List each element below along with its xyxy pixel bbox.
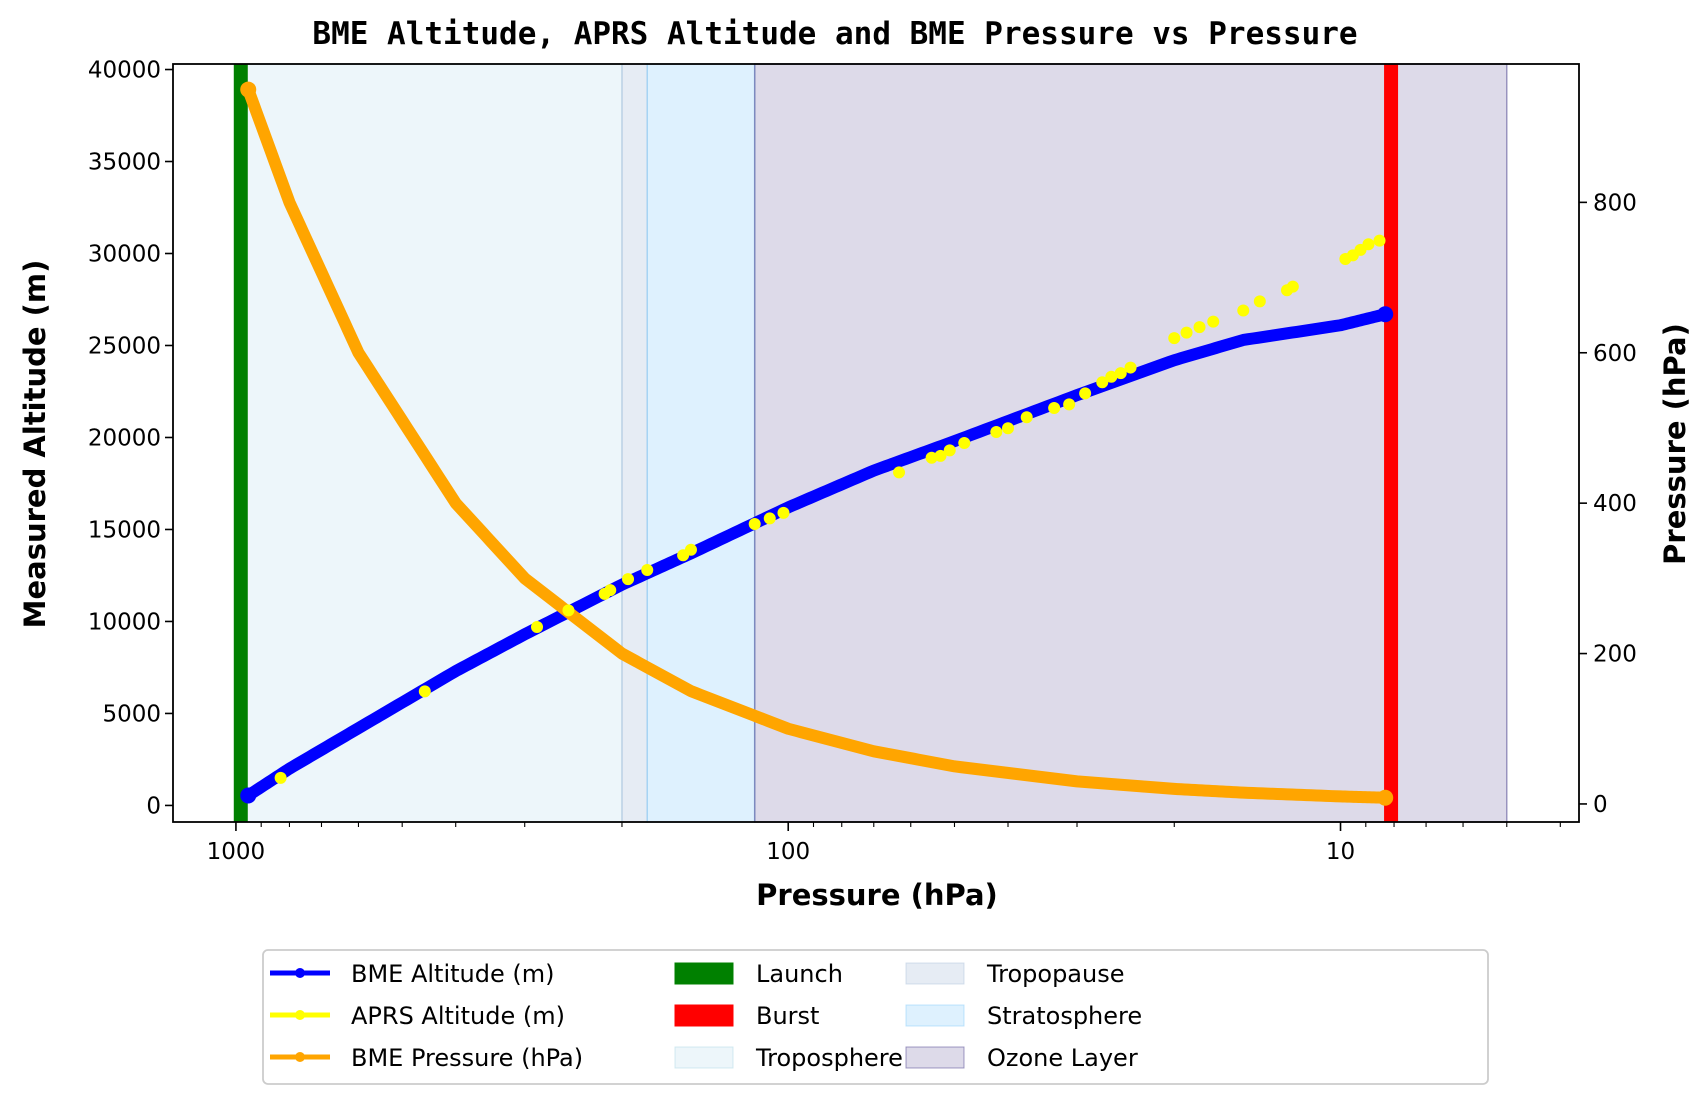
y-tick-label: 25000 xyxy=(88,333,161,359)
aprs-altitude-m-point xyxy=(1237,304,1250,317)
y2-tick-label: 800 xyxy=(1593,190,1637,216)
aprs-altitude-m-point xyxy=(1048,402,1061,415)
aprs-altitude-m-point xyxy=(1096,376,1109,389)
chart-title: BME Altitude, APRS Altitude and BME Pres… xyxy=(312,16,1357,52)
y-tick-label: 10000 xyxy=(88,609,161,635)
plot-frame xyxy=(172,63,1580,823)
bme-altitude-m-line xyxy=(242,308,1392,802)
y2-tick-label: 200 xyxy=(1593,642,1637,668)
aprs-altitude-m-point xyxy=(1020,411,1033,424)
aprs-altitude-m-point xyxy=(893,466,906,479)
aprs-altitude-m-point xyxy=(1079,387,1092,400)
aprs-altitude-m-point xyxy=(1362,238,1375,251)
y-axis-label: Measured Altitude (m) xyxy=(18,260,52,629)
aprs-altitude-m-point xyxy=(1286,280,1299,293)
legend-label-tropopause: Tropopause xyxy=(986,960,1125,988)
aprs-altitude-m-point xyxy=(934,449,947,462)
y2-tick-label: 0 xyxy=(1593,792,1608,818)
y2-axis-label: Pressure (hPa) xyxy=(1658,323,1692,565)
legend-label-bme-altitude-m: BME Altitude (m) xyxy=(351,960,554,988)
bme-altitude-m-start-point xyxy=(240,787,257,804)
legend-marker-bme-altitude-m xyxy=(295,968,305,978)
legend-label-bme-pressure-hpa: BME Pressure (hPa) xyxy=(351,1044,583,1072)
aprs-altitude-m-point xyxy=(1168,332,1181,345)
legend-swatch-stratosphere xyxy=(905,1004,965,1027)
aprs-altitude-m-point xyxy=(622,573,635,586)
y-tick-label: 35000 xyxy=(88,150,161,176)
legend-label-troposphere: Troposphere xyxy=(755,1044,903,1072)
aprs-altitude-m-point xyxy=(1063,398,1076,411)
legend-swatch-launch xyxy=(674,962,734,985)
y-tick-label: 5000 xyxy=(102,701,161,727)
region-tropopause xyxy=(621,63,648,823)
legend-swatch-troposphere xyxy=(674,1046,734,1069)
legend-label-aprs-altitude-m: APRS Altitude (m) xyxy=(351,1002,565,1030)
aprs-altitude-m-point xyxy=(562,604,575,617)
legend-swatch-ozone-layer xyxy=(905,1046,965,1069)
x-tick-label: 1000 xyxy=(207,839,266,865)
aprs-altitude-m-point xyxy=(1193,321,1206,334)
aprs-altitude-m-point xyxy=(604,584,617,597)
aprs-altitude-m-point xyxy=(1124,361,1137,374)
y-tick-label: 15000 xyxy=(88,517,161,543)
aprs-altitude-m-point xyxy=(274,771,287,784)
legend-swatch-burst xyxy=(674,1004,734,1027)
region-troposphere xyxy=(240,63,623,823)
aprs-altitude-m-point xyxy=(1373,234,1386,247)
aprs-altitude-m-point xyxy=(1253,295,1266,308)
y-tick-label: 30000 xyxy=(88,242,161,268)
legend-label-ozone-layer: Ozone Layer xyxy=(987,1044,1138,1072)
aprs-altitude-m-point xyxy=(777,506,790,519)
bme-altitude-m-end-point xyxy=(1377,306,1394,323)
legend-marker-bme-pressure-hpa xyxy=(295,1052,305,1062)
legend-box xyxy=(262,949,1489,1085)
region-ozone-layer xyxy=(753,63,1508,823)
y-tick-label: 20000 xyxy=(88,425,161,451)
legend-label-burst: Burst xyxy=(756,1002,819,1030)
aprs-altitude-m-point xyxy=(943,444,956,457)
aprs-altitude-m-point xyxy=(641,563,654,576)
aprs-altitude-m-point xyxy=(1207,315,1220,328)
legend-swatch-tropopause xyxy=(905,962,965,985)
aprs-altitude-m-point xyxy=(418,685,431,698)
bme-pressure-hpa-line xyxy=(242,83,1392,804)
aprs-altitude-m-point xyxy=(531,620,544,633)
legend-label-stratosphere: Stratosphere xyxy=(987,1002,1142,1030)
y-tick-label: 0 xyxy=(146,793,161,819)
legend-label-launch: Launch xyxy=(756,960,843,988)
bme-pressure-hpa-start-point xyxy=(240,81,257,98)
y-tick-label: 40000 xyxy=(88,58,161,84)
x-tick-label: 100 xyxy=(766,839,810,865)
x-tick-label: 10 xyxy=(1326,839,1355,865)
aprs-altitude-m-point xyxy=(1105,370,1118,383)
aprs-altitude-m-point xyxy=(763,512,776,525)
x-axis-label: Pressure (hPa) xyxy=(756,878,998,912)
aprs-altitude-m-point xyxy=(1114,367,1127,380)
y2-tick-label: 400 xyxy=(1593,491,1637,517)
legend-marker-aprs-altitude-m xyxy=(295,1010,305,1020)
y2-tick-label: 600 xyxy=(1593,341,1637,367)
bme-pressure-hpa-end-point xyxy=(1377,789,1394,806)
aprs-altitude-m-point xyxy=(748,517,761,530)
chart-legend: BME Altitude (m) APRS Altitude (m) BME Pre… xyxy=(262,949,1489,1085)
aprs-altitude-m-point xyxy=(958,437,971,449)
aprs-altitude-m-point xyxy=(1002,422,1015,435)
aprs-altitude-m-point xyxy=(684,543,697,556)
aprs-altitude-m-point xyxy=(1180,326,1193,339)
aprs-altitude-m-point xyxy=(990,425,1003,438)
